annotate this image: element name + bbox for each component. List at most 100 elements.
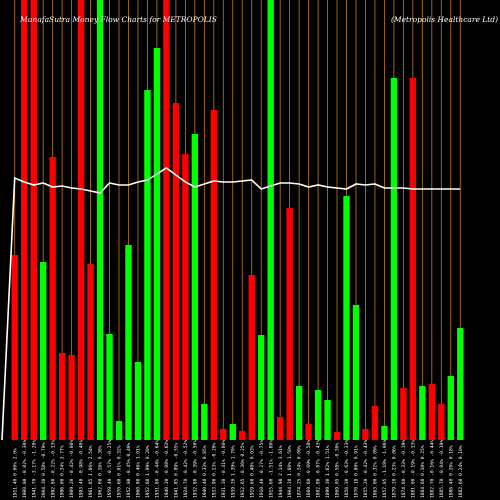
x-tick-label: 1886.40 0.20% 0.18%	[448, 445, 454, 498]
chart-title-right: (Metropolis Healthcare Ltd)	[391, 15, 498, 24]
bar-fri-19-sep-2025	[324, 400, 331, 440]
x-tick-label: 1874.80 -0.33% -0.19%	[401, 440, 407, 498]
x-tick-label: 1961.85 1.66% 2.54%	[88, 445, 94, 498]
x-tick-label: 1952.80 1.09% 0.20%	[145, 445, 151, 498]
x-tick-label: 1952.00 -0.45% 0.40%	[126, 442, 132, 498]
bar-fri-31-oct-2025	[58, 353, 66, 440]
bar-thu-06-nov-2025	[21, 0, 28, 440]
x-tick-label: 1884.60 0.10% 0.25%	[420, 445, 426, 498]
x-tick-label: 1904.20 1.60% 1.50%	[287, 445, 293, 498]
x-tick-label: 1911.40 0.60% 2.0%	[12, 448, 18, 498]
bar-tue-14-oct-2025	[172, 103, 180, 440]
money-flow-line	[1, 167, 461, 441]
x-tick-label: 1912.65 -0.36% 0.25%	[240, 442, 246, 498]
bar-mon-06-oct-2025	[229, 424, 236, 440]
x-tick-label: 1879.20 0.23% 0.06%	[392, 445, 398, 498]
x-tick-label: 1970.60 0.01% 0.32%	[117, 445, 123, 498]
x-tick-label: 1944.90 2.14% 3.61%	[278, 445, 284, 498]
x-tick-label: 1939.20 1.39% 1.70%	[230, 445, 236, 498]
bar-wed-29-oct-2025	[77, 0, 85, 440]
x-tick-label: 1993.40 -0.98% -0.40%	[79, 440, 85, 498]
bar-mon-13-oct-2025	[182, 154, 189, 440]
bar-thu-04-sep-2025	[428, 384, 436, 440]
bar-wed-24-sep-2025	[295, 386, 303, 440]
bar-wed-03-sep-2025	[438, 404, 445, 440]
bar-tue-07-oct-2025	[220, 429, 227, 440]
bar-thu-16-oct-2025	[153, 48, 161, 440]
x-tick-label: 1900.00 -0.02% -0.30%	[22, 440, 28, 498]
bar-tue-23-sep-2025	[305, 424, 312, 440]
x-axis-tick-labels: 1911.40 0.60% 2.0% 1900.00 -0.02% -0.30% 1…	[12, 440, 464, 498]
x-tick-label: 1899.30 1.62% 1.51%	[325, 445, 331, 498]
bar-tue-04-nov-2025	[39, 262, 47, 440]
bar-fri-05-sep-2025	[419, 386, 426, 440]
bar-thu-11-sep-2025	[381, 426, 388, 440]
x-tick-label: 1858.30 -0.63% -0.33%	[344, 440, 350, 498]
bar-thu-23-oct-2025	[115, 421, 123, 440]
x-tick-label: 1960.80 0.46% 1.01%	[136, 445, 142, 498]
x-tick-label: 1931.30 -0.41% -0.80%	[221, 440, 227, 498]
x-tick-label: 2004.30 0.58% -0.70%	[41, 442, 47, 498]
x-tick-label: 1962.60 0.16% 0.38%	[98, 445, 104, 498]
bar-wed-01-oct-2025	[248, 275, 255, 440]
x-tick-label: 1992.80 -0.22% -0.33%	[50, 440, 56, 498]
x-tick-label: 1932.80 -0.39% -0.50%	[192, 440, 198, 498]
x-tick-label: 1910.40 -0.27% -0.75%	[259, 440, 265, 498]
x-tick-label: 1940.40 0.33% 0.85%	[202, 445, 208, 498]
bar-mon-08-sep-2025	[409, 78, 417, 440]
x-tick-label: 1959.40 -0.57% -0.25%	[107, 440, 113, 498]
bar-fri-07-nov-2025	[11, 255, 18, 440]
bar-mon-27-oct-2025	[96, 0, 104, 440]
x-tick-label: 1882.60 0.24% 0.10%	[458, 445, 464, 498]
bar-mon-29-sep-2025	[267, 0, 274, 440]
bar-mon-20-oct-2025	[134, 362, 142, 440]
chart-title-left: MunafaSutra Money Flow Charts for METROP…	[19, 15, 217, 24]
bar-fri-10-oct-2025	[191, 134, 199, 440]
bar-tue-16-sep-2025	[352, 305, 360, 440]
x-tick-label: 1941.70 -3.17% -1.20%	[31, 440, 37, 498]
bar-fri-24-oct-2025	[106, 334, 113, 440]
bar-thu-09-oct-2025	[201, 404, 208, 440]
x-tick-label: 1882.80 -0.87% -0.43%	[316, 440, 322, 498]
bar-mon-03-nov-2025	[49, 157, 56, 440]
bar-mon-01-sep-2025	[457, 328, 464, 440]
x-tick-label: 1874.25 0.24% 0.09%	[297, 445, 303, 498]
x-tick-label: 1996.00 0.34% 2.77%	[60, 445, 66, 498]
x-tick-label: 1863.00 0.32% 0.09%	[373, 445, 379, 498]
x-tick-label: 1855.20 -0.42% -0.43%	[363, 440, 369, 498]
x-tick-label: 1857.05 -1.18% -1.06%	[382, 440, 388, 498]
x-tick-label: 1933.90 0.13% -0.20%	[211, 442, 217, 498]
bar-mon-22-sep-2025	[314, 390, 322, 440]
bar-fri-26-sep-2025	[276, 417, 284, 440]
x-tick-label: 1924.70 -0.42% -0.52%	[183, 440, 189, 498]
x-tick-label: 1869.05 0.58% -0.50%	[335, 442, 341, 498]
bar-fri-03-oct-2025	[239, 431, 246, 440]
x-tick-label: 1885.70 -0.04% -0.19%	[439, 440, 445, 498]
x-tick-label: 1869.80 -0.69% -0.58%	[306, 440, 312, 498]
bar-wed-08-oct-2025	[210, 110, 218, 440]
bar-mon-15-sep-2025	[362, 429, 369, 440]
bar-tue-30-sep-2025	[257, 335, 265, 440]
bar-tue-21-oct-2025	[125, 245, 132, 440]
x-tick-label: 1931.80 -0.44% -0.64%	[155, 440, 161, 498]
bar-wed-05-nov-2025	[30, 0, 37, 440]
bar-thu-18-sep-2025	[333, 432, 341, 440]
bar-wed-17-sep-2025	[343, 196, 350, 440]
bar-tue-09-sep-2025	[400, 388, 407, 440]
bar-thu-30-oct-2025	[68, 355, 75, 440]
bar-wed-10-sep-2025	[390, 78, 398, 440]
x-tick-label: 1870.10 0.80% 0.91%	[354, 445, 360, 498]
x-tick-label: 1919.60 0.48% 0.03%	[249, 445, 255, 498]
bar-thu-25-sep-2025	[286, 208, 293, 440]
bar-wed-15-oct-2025	[163, 0, 170, 440]
bar-fri-12-sep-2025	[371, 406, 379, 440]
x-tick-label: 1881.00 -0.19% -0.33%	[411, 440, 417, 498]
x-tick-label: 1989.20 -0.42% -0.08%	[69, 440, 75, 498]
x-tick-label: 1882.70 -0.16% -0.44%	[429, 440, 435, 498]
bars	[11, 0, 464, 440]
bar-tue-28-oct-2025	[87, 264, 94, 440]
x-tick-label: 1915.60 -1.51% -1.80%	[268, 440, 274, 498]
bar-fri-17-oct-2025	[144, 90, 151, 440]
bar-tue-02-sep-2025	[447, 376, 454, 440]
